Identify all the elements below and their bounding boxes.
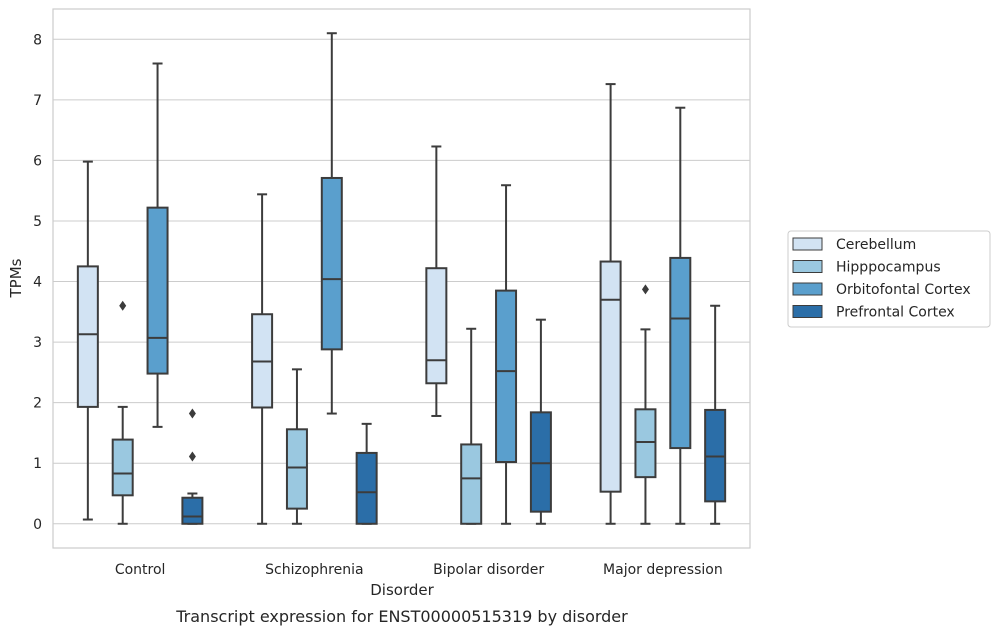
y-tick-label-0: 0: [33, 517, 42, 533]
box-body: [111, 438, 134, 497]
y-tick-label-3: 3: [33, 335, 42, 351]
box-series: [76, 32, 727, 525]
chart-caption: Transcript expression for ENST0000051531…: [175, 607, 628, 626]
y-tick-label-4: 4: [33, 275, 42, 291]
box-control-orbitofontal-cortex: [146, 62, 169, 428]
box-body: [146, 206, 169, 375]
legend-swatch-prefrontal-cortex: [792, 305, 823, 318]
box-schizophrenia-cerebellum: [251, 193, 274, 525]
y-tick-labels: 0 1 2 3 4 5 6 7 8: [33, 32, 42, 532]
box-control-cerebellum: [76, 160, 99, 521]
box-bipolar-disorder-prefrontal-cortex: [529, 318, 552, 525]
legend-swatch-hipppocampus: [792, 260, 823, 273]
box-body: [599, 260, 622, 493]
y-gridlines: [53, 38, 750, 525]
box-body: [425, 267, 448, 385]
legend-frame: [787, 230, 991, 328]
box-body: [529, 411, 552, 513]
y-tick-label-1: 1: [33, 456, 42, 472]
box-body: [669, 256, 692, 450]
legend-label-hipppocampus: Hipppocampus: [836, 260, 941, 276]
legend: Cerebellum Hipppocampus Orbitofontal Corte…: [787, 230, 991, 328]
legend-swatch-cerebellum: [792, 237, 823, 251]
box-body: [355, 451, 378, 525]
y-tick-label-5: 5: [33, 214, 42, 230]
box-major-depression-cerebellum: [599, 83, 622, 525]
box-major-depression-orbitofontal-cortex: [669, 106, 692, 525]
x-axis-title: Disorder: [370, 581, 434, 599]
box-major-depression-prefrontal-cortex: [704, 304, 727, 525]
legend-label-orbitofontal-cortex: Orbitofontal Cortex: [836, 282, 971, 298]
box-control-hipppocampus: [111, 300, 134, 525]
box-body: [460, 443, 483, 525]
box-body: [285, 428, 308, 510]
box-body: [181, 496, 204, 525]
x-tick-label-schizophrenia: Schizophrenia: [265, 562, 363, 578]
legend-swatch-orbitofontal-cortex: [792, 282, 823, 296]
legend-label-prefrontal-cortex: Prefrontal Cortex: [836, 305, 955, 321]
y-tick-label-6: 6: [33, 153, 42, 169]
box-bipolar-disorder-cerebellum: [425, 145, 448, 417]
box-schizophrenia-prefrontal-cortex: [355, 422, 378, 525]
outlier-point: [188, 451, 196, 462]
outlier-point: [119, 300, 127, 311]
box-body: [495, 289, 518, 464]
box-body: [76, 265, 99, 408]
outlier-point: [188, 408, 196, 419]
y-tick-label-8: 8: [33, 32, 42, 48]
box-bipolar-disorder-hipppocampus: [460, 327, 483, 525]
y-tick-label-7: 7: [33, 93, 42, 109]
y-axis-title: TPMs: [7, 258, 25, 298]
outlier-point: [641, 284, 649, 295]
legend-label-cerebellum: Cerebellum: [836, 237, 916, 253]
box-schizophrenia-orbitofontal-cortex: [320, 32, 343, 415]
box-control-prefrontal-cortex: [181, 408, 204, 525]
box-body: [634, 408, 657, 479]
box-body: [320, 176, 343, 351]
plot-area: [52, 8, 751, 549]
box-major-depression-hipppocampus: [634, 284, 657, 525]
y-tick-label-2: 2: [33, 396, 42, 412]
box-schizophrenia-hipppocampus: [285, 368, 308, 525]
x-tick-label-bipolar-disorder: Bipolar disorder: [433, 562, 544, 578]
x-tick-label-control: Control: [115, 562, 166, 578]
x-tick-labels: Control Schizophrenia Bipolar disorder Majo…: [115, 562, 723, 578]
box-bipolar-disorder-orbitofontal-cortex: [495, 184, 518, 525]
x-tick-label-major-depression: Major depression: [603, 562, 723, 578]
